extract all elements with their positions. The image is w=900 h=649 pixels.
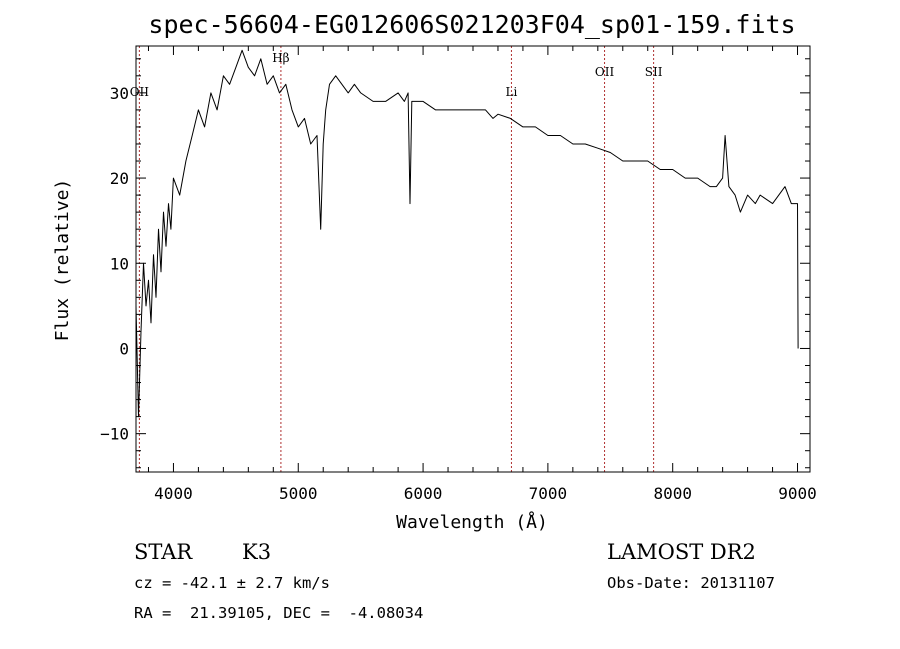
spectrum-line xyxy=(136,49,799,418)
y-tick-label: 20 xyxy=(110,169,129,188)
y-tick-label: −10 xyxy=(100,425,129,444)
y-tick-label: 0 xyxy=(119,339,129,358)
series-layer xyxy=(136,49,799,418)
spectral-line-label: OII xyxy=(595,65,615,79)
x-tick-label: 5000 xyxy=(279,484,318,503)
spectral-line-markers: OII Hβ Li OII SII xyxy=(130,46,663,472)
x-tick-label: 7000 xyxy=(529,484,568,503)
spectral-line-label: OII xyxy=(130,85,150,99)
spectral-line-label: Hβ xyxy=(272,51,289,65)
redshift-velocity: cz = -42.1 ± 2.7 km/s xyxy=(134,574,330,592)
sky-coordinates: RA = 21.39105, DEC = -4.08034 xyxy=(134,604,424,622)
x-tick-label: 4000 xyxy=(154,484,193,503)
x-tick-label: 9000 xyxy=(778,484,817,503)
object-subclass: K3 xyxy=(242,540,272,564)
spectral-line-label: Li xyxy=(506,85,518,99)
object-class: STAR xyxy=(134,540,193,564)
axis-ticks xyxy=(136,46,810,472)
chart-title: spec-56604-EG012606S021203F04_sp01-159.f… xyxy=(148,10,795,39)
tick-labels: 4000 5000 6000 7000 8000 9000 −10 0 10 20 30 xyxy=(100,84,817,503)
y-axis-title: Flux (relative) xyxy=(52,179,73,342)
y-tick-label: 10 xyxy=(110,254,129,273)
x-tick-label: 6000 xyxy=(404,484,443,503)
x-tick-label: 8000 xyxy=(653,484,692,503)
x-axis-title: Wavelength (Å) xyxy=(396,511,548,533)
observation-date: Obs-Date: 20131107 xyxy=(607,574,775,592)
spectral-line-label: SII xyxy=(645,65,663,79)
y-tick-label: 30 xyxy=(110,84,129,103)
survey-release: LAMOST DR2 xyxy=(607,540,756,564)
